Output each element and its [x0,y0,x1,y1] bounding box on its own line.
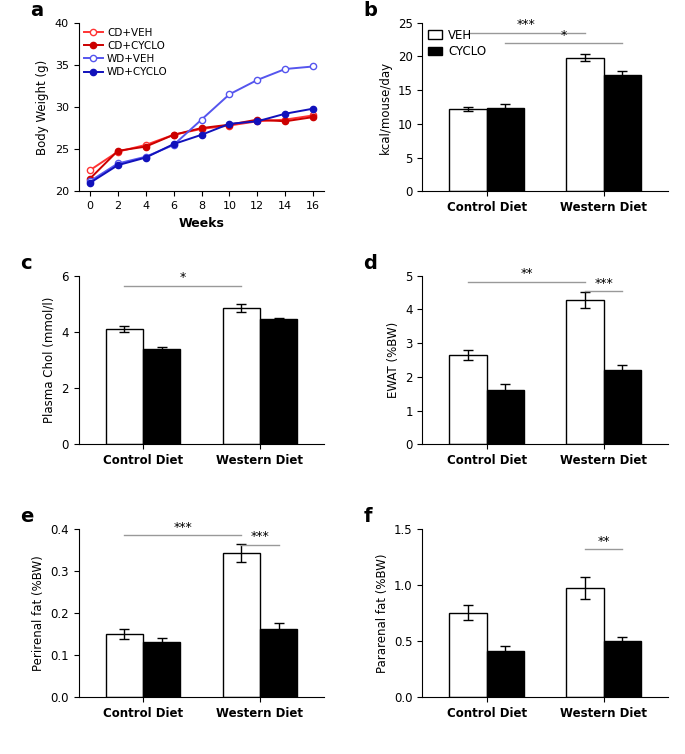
Text: a: a [29,1,42,20]
Text: **: ** [597,535,610,547]
Bar [566,58,603,192]
Bar [105,634,143,697]
Bar [603,370,641,444]
Bar [566,588,603,697]
Bar [260,629,297,697]
Text: *: * [179,271,186,284]
Bar [449,612,487,697]
Y-axis label: EWAT (%BW): EWAT (%BW) [386,322,399,398]
Bar [223,308,260,444]
Legend: VEH, CYCLO: VEH, CYCLO [428,29,486,58]
Bar [105,329,143,444]
Bar [143,349,180,444]
Text: ***: *** [173,521,192,534]
Y-axis label: Plasma Chol (mmol/l): Plasma Chol (mmol/l) [43,297,56,423]
Text: ***: *** [517,18,536,32]
Bar [449,355,487,444]
Y-axis label: Perirenal fat (%BW): Perirenal fat (%BW) [32,555,45,671]
Text: e: e [20,507,34,526]
Bar [260,319,297,444]
Y-axis label: Pararenal fat (%BW): Pararenal fat (%BW) [375,553,388,673]
Bar [223,553,260,697]
Bar [143,642,180,697]
Y-axis label: Body Weight (g): Body Weight (g) [36,60,49,155]
Y-axis label: kcal/mouse/day: kcal/mouse/day [379,60,393,154]
X-axis label: Weeks: Weeks [179,216,225,230]
Bar [487,108,524,192]
Text: **: ** [520,268,533,280]
Text: *: * [561,29,567,41]
Bar [603,75,641,192]
Text: d: d [364,254,377,273]
Text: f: f [364,507,372,526]
Text: ***: *** [594,277,613,290]
Bar [566,300,603,444]
Bar [487,651,524,697]
Bar [603,641,641,697]
Text: b: b [364,1,377,20]
Text: ***: *** [251,530,269,544]
Bar [487,390,524,444]
Text: c: c [20,254,32,273]
Bar [449,109,487,192]
Legend: CD+VEH, CD+CYCLO, WD+VEH, WD+CYCLO: CD+VEH, CD+CYCLO, WD+VEH, WD+CYCLO [84,28,168,77]
